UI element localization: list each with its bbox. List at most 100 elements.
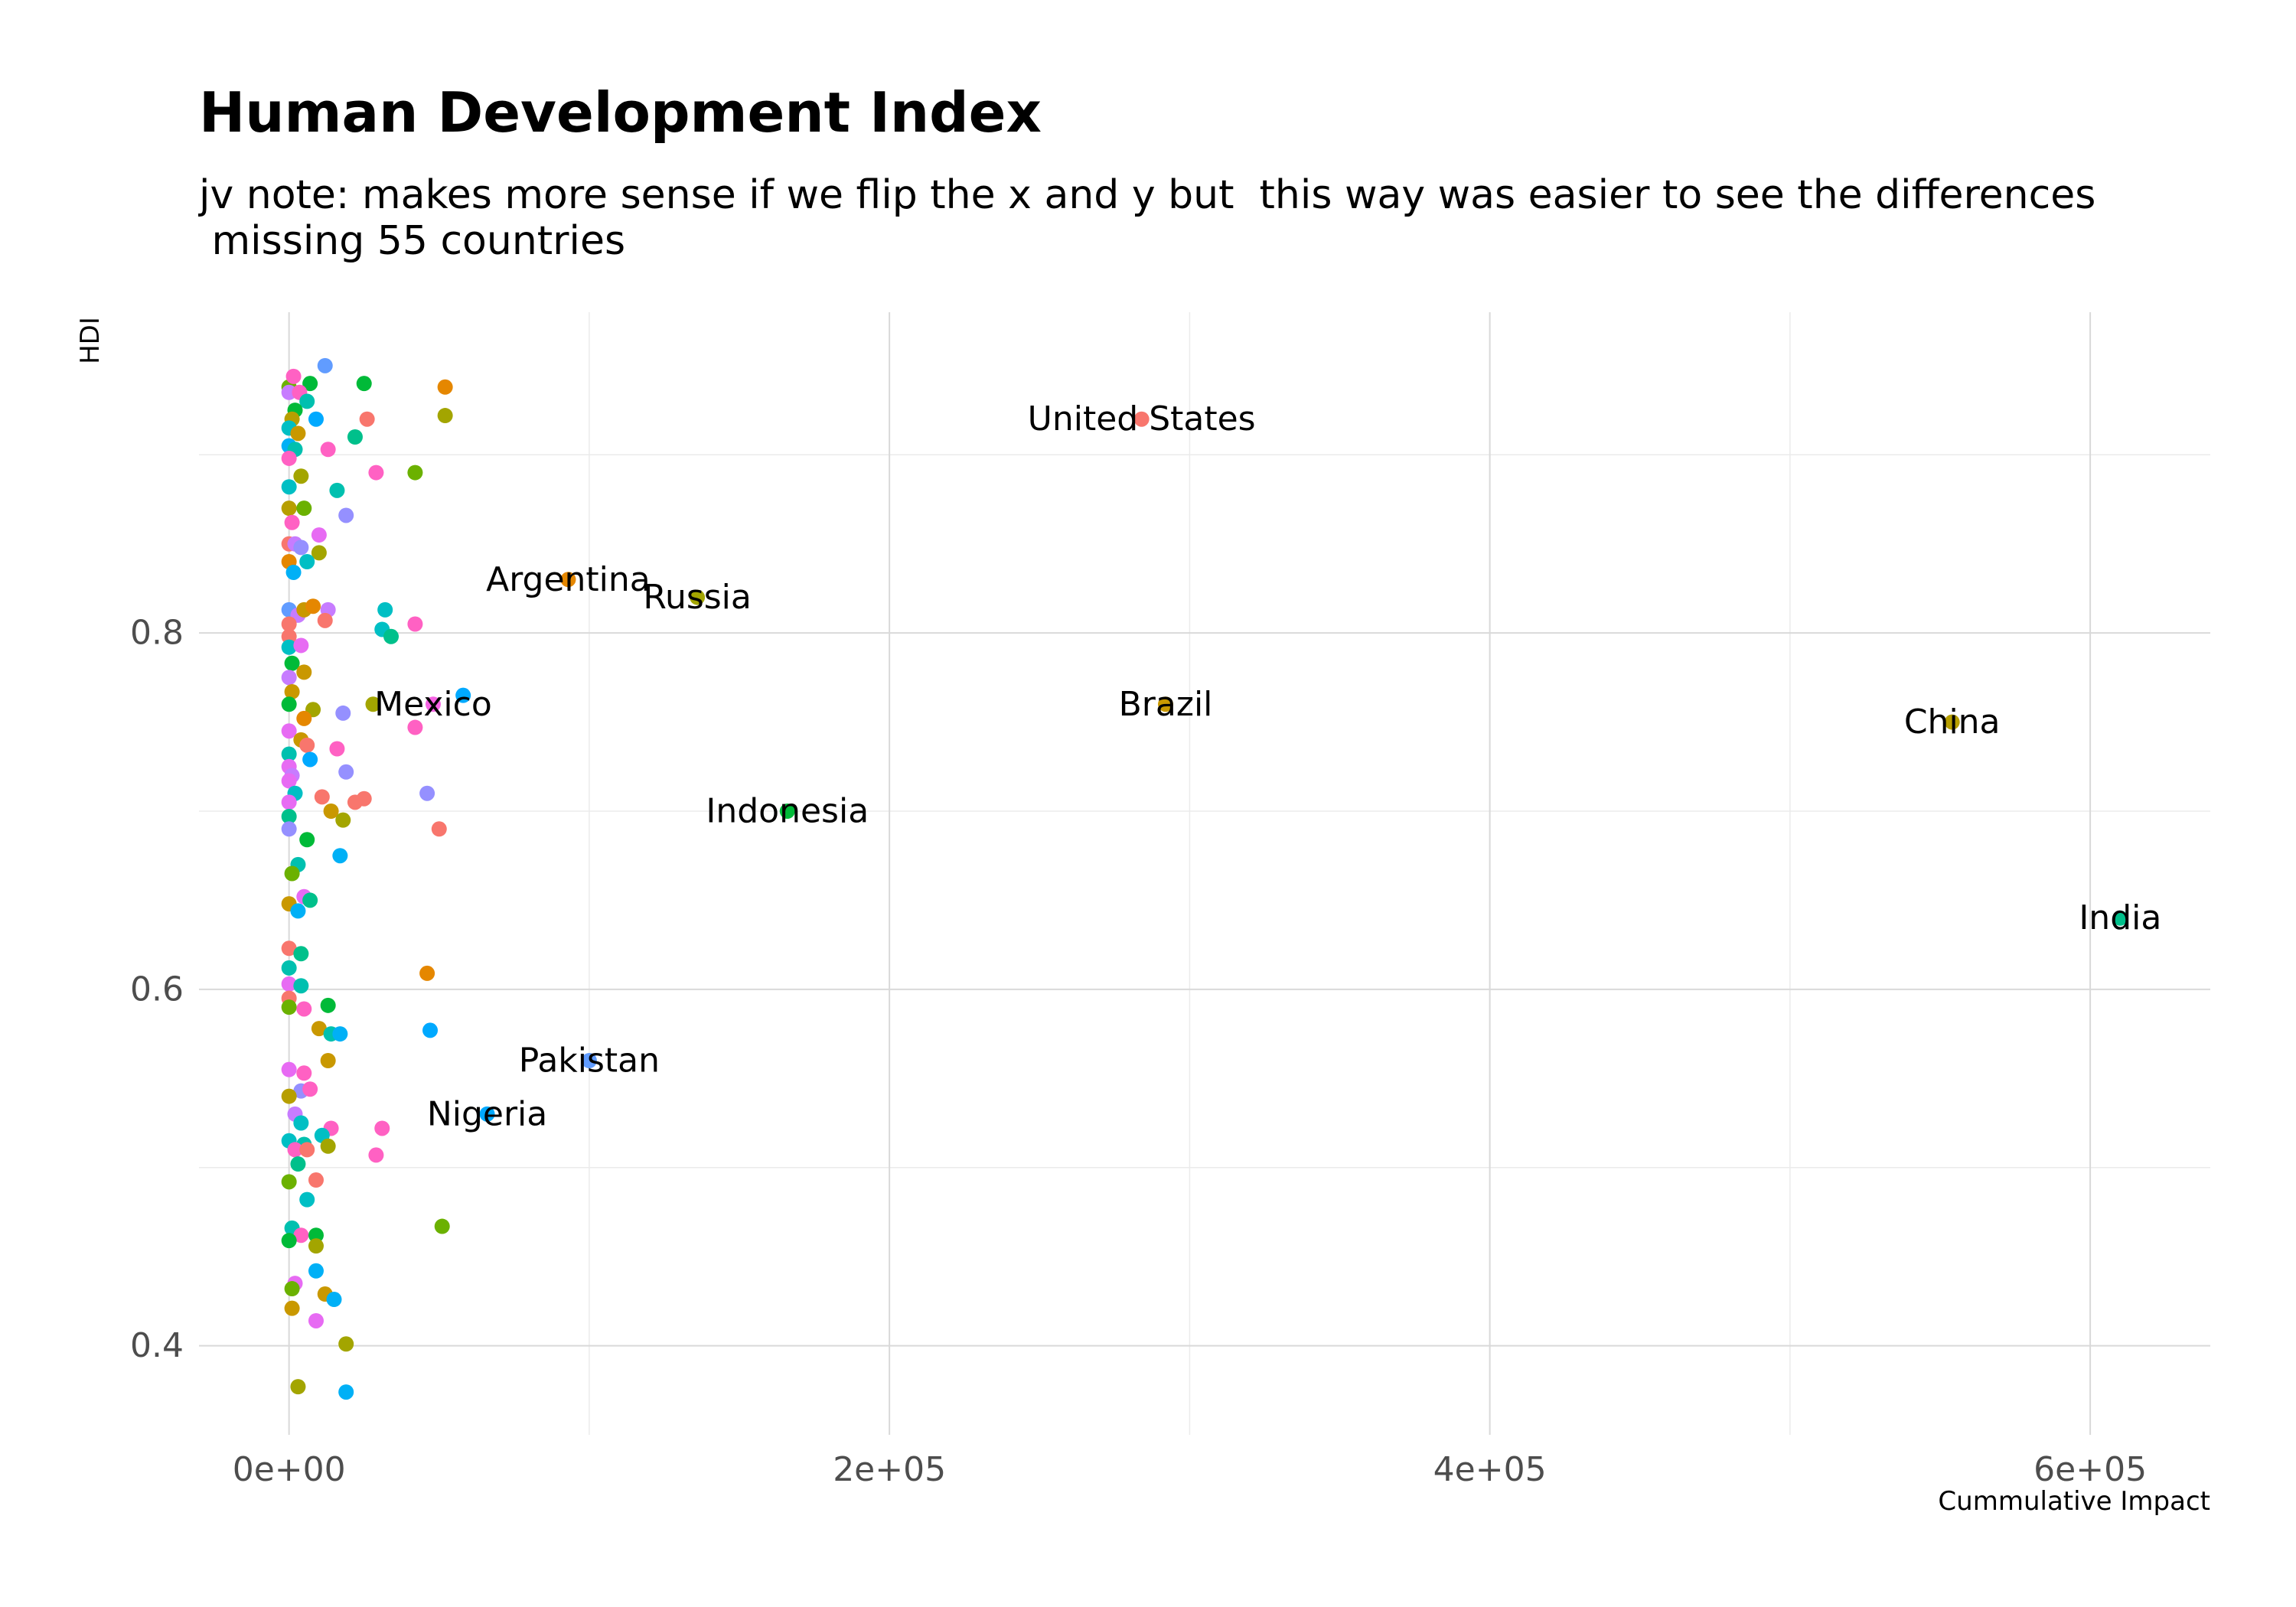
data-point [338, 1336, 354, 1352]
data-point [422, 1022, 439, 1038]
data-point [317, 357, 333, 373]
data-point [281, 746, 297, 762]
point-label: China [1904, 702, 2001, 742]
x-tick-label: 0e+00 [233, 1450, 346, 1489]
labeled-data-point [690, 589, 706, 605]
y-tick-label: 0.4 [130, 1326, 184, 1365]
data-point [356, 376, 372, 392]
data-point [326, 1292, 342, 1308]
data-point [290, 1379, 306, 1395]
data-point [419, 965, 435, 981]
data-point [281, 696, 297, 712]
data-point [287, 1142, 303, 1158]
data-point [365, 696, 381, 712]
data-point [329, 482, 345, 498]
data-point [437, 379, 453, 395]
data-point [347, 794, 363, 810]
data-point [299, 554, 315, 569]
data-point [359, 411, 375, 427]
data-point [293, 468, 309, 484]
point-label: India [2079, 898, 2161, 937]
point-label: Brazil [1119, 685, 1213, 724]
data-point [314, 789, 330, 805]
data-point [407, 464, 423, 481]
data-point [293, 946, 309, 962]
data-point [299, 832, 315, 848]
x-tick-label: 4e+05 [1433, 1450, 1547, 1489]
data-point [377, 601, 393, 618]
data-point [335, 705, 351, 721]
data-point [284, 683, 300, 699]
chart-title: Human Development Index [199, 80, 1042, 145]
data-point [317, 612, 333, 628]
data-point [281, 773, 297, 789]
data-point [407, 719, 423, 735]
data-point [455, 687, 471, 703]
data-point [290, 903, 306, 919]
data-point [281, 1088, 297, 1104]
data-point [281, 821, 297, 837]
data-point [296, 500, 312, 517]
data-point [281, 479, 297, 495]
data-point [293, 1227, 309, 1244]
point-label: United States [1028, 399, 1256, 438]
data-point [431, 821, 447, 837]
data-point [320, 1053, 336, 1068]
data-point [281, 960, 297, 976]
data-point [281, 670, 297, 686]
data-point [332, 848, 348, 864]
point-label: Nigeria [427, 1094, 547, 1133]
data-point [293, 637, 309, 654]
data-point [281, 940, 297, 957]
data-point [383, 628, 400, 644]
data-point [285, 368, 302, 384]
point-label: Indonesia [706, 792, 869, 831]
x-tick-label: 2e+05 [833, 1450, 946, 1489]
data-point [308, 411, 324, 427]
x-tick-label: 6e+05 [2033, 1450, 2147, 1489]
data-point [374, 1120, 390, 1136]
data-point [302, 376, 318, 392]
data-point [437, 408, 453, 424]
y-tick-label: 0.6 [130, 970, 184, 1009]
data-point [320, 997, 336, 1013]
data-point [293, 539, 309, 556]
data-point [323, 804, 339, 819]
data-point [281, 999, 297, 1015]
labeled-data-point [479, 1106, 495, 1122]
data-point [332, 1026, 348, 1042]
labeled-data-point [425, 696, 441, 712]
data-point [305, 598, 321, 614]
data-point [311, 527, 327, 543]
data-point [338, 1384, 354, 1400]
data-point [284, 1281, 300, 1297]
data-point [368, 1147, 384, 1163]
data-point [281, 450, 297, 466]
labeled-data-point [1158, 696, 1174, 712]
data-point [285, 564, 302, 580]
data-point [338, 764, 354, 780]
data-point [281, 500, 297, 517]
data-point [299, 1142, 315, 1158]
data-point [299, 737, 315, 753]
data-point [281, 794, 297, 810]
data-point [296, 1001, 312, 1017]
point-label: Argentina [486, 560, 651, 599]
data-point [308, 1238, 324, 1254]
data-point [293, 1115, 309, 1131]
data-point [281, 1061, 297, 1077]
labeled-data-point [581, 1053, 597, 1068]
data-point [281, 384, 297, 400]
data-point [335, 812, 351, 828]
data-point [284, 1300, 300, 1316]
data-point [284, 865, 300, 882]
chart-subtitle: jv note: makes more sense if we flip the… [199, 172, 2096, 264]
data-point [296, 1065, 312, 1081]
data-point [311, 1021, 327, 1037]
data-point [308, 1312, 324, 1328]
data-point [284, 655, 300, 671]
data-point [308, 1227, 324, 1244]
grid-lines [199, 312, 2210, 1435]
